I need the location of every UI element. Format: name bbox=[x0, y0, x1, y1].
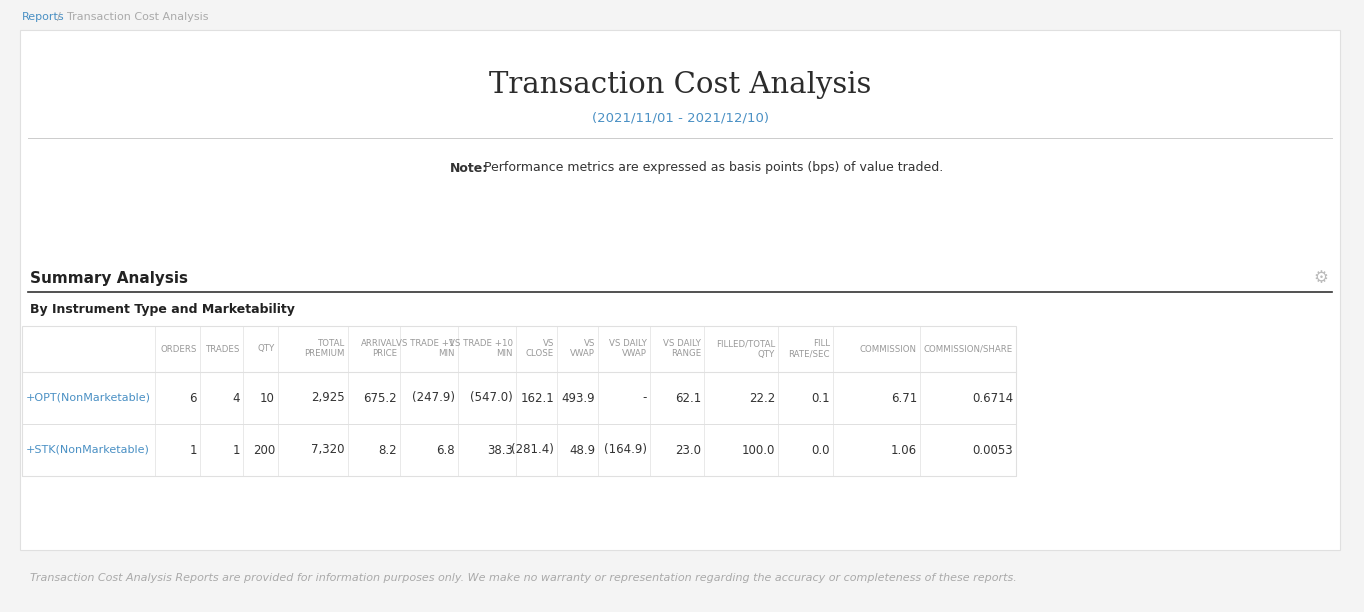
Text: 6.71: 6.71 bbox=[891, 392, 917, 405]
Text: (164.9): (164.9) bbox=[604, 444, 647, 457]
Text: COMMISSION/SHARE: COMMISSION/SHARE bbox=[923, 345, 1013, 354]
Text: 62.1: 62.1 bbox=[675, 392, 701, 405]
Text: CLOSE: CLOSE bbox=[525, 349, 554, 359]
Text: Reports: Reports bbox=[22, 12, 64, 22]
Text: RATE/SEC: RATE/SEC bbox=[788, 349, 831, 359]
Text: ARRIVAL: ARRIVAL bbox=[360, 340, 397, 348]
FancyBboxPatch shape bbox=[20, 30, 1339, 550]
Text: By Instrument Type and Marketability: By Instrument Type and Marketability bbox=[30, 304, 295, 316]
Text: TRADES: TRADES bbox=[206, 345, 240, 354]
Text: Summary Analysis: Summary Analysis bbox=[30, 271, 188, 286]
Text: 10: 10 bbox=[261, 392, 276, 405]
Text: 6.8: 6.8 bbox=[436, 444, 456, 457]
Text: QTY: QTY bbox=[758, 349, 775, 359]
Text: Transaction Cost Analysis Reports are provided for information purposes only. We: Transaction Cost Analysis Reports are pr… bbox=[30, 573, 1016, 583]
Text: 0.1: 0.1 bbox=[812, 392, 831, 405]
Text: 0.0: 0.0 bbox=[812, 444, 831, 457]
Text: 38.3: 38.3 bbox=[487, 444, 513, 457]
Text: QTY: QTY bbox=[258, 345, 276, 354]
Text: VS TRADE +1: VS TRADE +1 bbox=[397, 340, 456, 348]
Text: 48.9: 48.9 bbox=[569, 444, 595, 457]
Text: +OPT(NonMarketable): +OPT(NonMarketable) bbox=[26, 393, 151, 403]
Text: /: / bbox=[57, 12, 61, 22]
Text: 0.0053: 0.0053 bbox=[973, 444, 1013, 457]
Text: 23.0: 23.0 bbox=[675, 444, 701, 457]
Text: (2021/11/01 - 2021/12/10): (2021/11/01 - 2021/12/10) bbox=[592, 111, 768, 124]
Text: VS TRADE +10: VS TRADE +10 bbox=[449, 340, 513, 348]
Text: Transaction Cost Analysis: Transaction Cost Analysis bbox=[67, 12, 209, 22]
Text: PREMIUM: PREMIUM bbox=[304, 349, 345, 359]
Bar bbox=[22, 326, 1016, 476]
Text: 1.06: 1.06 bbox=[891, 444, 917, 457]
Text: ORDERS: ORDERS bbox=[161, 345, 196, 354]
Text: Performance metrics are expressed as basis points (bps) of value traded.: Performance metrics are expressed as bas… bbox=[480, 162, 944, 174]
Text: (247.9): (247.9) bbox=[412, 392, 456, 405]
Text: 8.2: 8.2 bbox=[378, 444, 397, 457]
Text: 2,925: 2,925 bbox=[311, 392, 345, 405]
Text: MIN: MIN bbox=[438, 349, 456, 359]
Text: -: - bbox=[642, 392, 647, 405]
Text: VS: VS bbox=[584, 340, 595, 348]
Text: Transaction Cost Analysis: Transaction Cost Analysis bbox=[488, 71, 872, 99]
Text: 675.2: 675.2 bbox=[363, 392, 397, 405]
Text: 200: 200 bbox=[252, 444, 276, 457]
Text: 6: 6 bbox=[190, 392, 196, 405]
Text: FILL: FILL bbox=[813, 340, 831, 348]
Text: 7,320: 7,320 bbox=[311, 444, 345, 457]
Text: 1: 1 bbox=[190, 444, 196, 457]
Text: VS: VS bbox=[543, 340, 554, 348]
Text: VWAP: VWAP bbox=[622, 349, 647, 359]
Text: 0.6714: 0.6714 bbox=[973, 392, 1013, 405]
Text: 4: 4 bbox=[232, 392, 240, 405]
Text: 493.9: 493.9 bbox=[562, 392, 595, 405]
Text: 1: 1 bbox=[232, 444, 240, 457]
Text: 162.1: 162.1 bbox=[520, 392, 554, 405]
Text: 100.0: 100.0 bbox=[742, 444, 775, 457]
Text: VWAP: VWAP bbox=[570, 349, 595, 359]
Text: MIN: MIN bbox=[496, 349, 513, 359]
Text: TOTAL: TOTAL bbox=[318, 340, 345, 348]
Text: (547.0): (547.0) bbox=[471, 392, 513, 405]
Text: VS DAILY: VS DAILY bbox=[663, 340, 701, 348]
Text: PRICE: PRICE bbox=[372, 349, 397, 359]
Text: RANGE: RANGE bbox=[671, 349, 701, 359]
Text: 22.2: 22.2 bbox=[749, 392, 775, 405]
Text: ⚙: ⚙ bbox=[1314, 269, 1329, 287]
Text: (281.4): (281.4) bbox=[512, 444, 554, 457]
Text: FILLED/TOTAL: FILLED/TOTAL bbox=[716, 340, 775, 348]
Text: VS DAILY: VS DAILY bbox=[610, 340, 647, 348]
Text: +STK(NonMarketable): +STK(NonMarketable) bbox=[26, 445, 150, 455]
Text: COMMISSION: COMMISSION bbox=[859, 345, 917, 354]
Text: Note:: Note: bbox=[450, 162, 488, 174]
